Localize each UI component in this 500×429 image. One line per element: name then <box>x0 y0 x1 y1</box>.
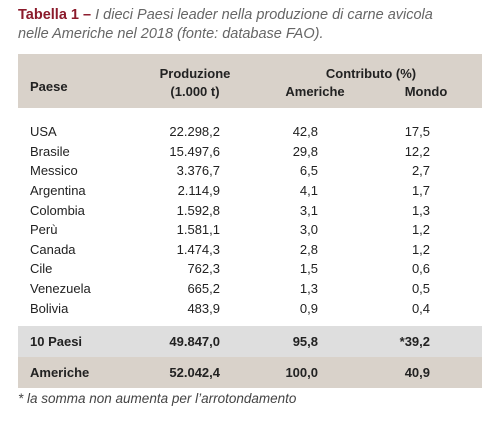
table-row: Venezuela 665,2 1,3 0,5 <box>18 279 482 299</box>
table-cell: 1,5 <box>299 261 318 277</box>
table-cell: 15.497,6 <box>169 143 220 159</box>
table-cell: 1.474,3 <box>176 241 220 257</box>
table-cell: Venezuela <box>30 281 91 297</box>
table-cell: Colombia <box>30 202 85 218</box>
table-cell: 4,1 <box>299 183 318 199</box>
data-table: Paese Produzione Contributo (%) (1.000 t… <box>18 54 483 388</box>
header-cell: Produzione <box>159 65 231 81</box>
table-row: Colombia 1.592,8 3,1 1,3 <box>18 200 482 220</box>
table-row: Brasile 15.497,6 29,8 12,2 <box>18 142 482 162</box>
table-cell: 22.298,2 <box>169 124 220 140</box>
table-row: Cile 762,3 1,5 0,6 <box>18 259 482 279</box>
table-row: Perù 1.581,1 3,0 1,2 <box>18 220 482 240</box>
table-row: USA 22.298,2 42,8 17,5 <box>18 108 482 142</box>
header-cell: Mondo <box>404 83 448 99</box>
table-cell: 1.581,1 <box>176 222 220 238</box>
caption: Tabella 1 – I dieci Paesi leader nella p… <box>18 6 458 44</box>
table-cell: 0,5 <box>411 281 431 297</box>
table-cell: Brasile <box>30 143 70 159</box>
table-cell: 3.376,7 <box>176 163 220 179</box>
table-cell: 762,3 <box>187 261 220 277</box>
table-row: Americhe 52.042,4 100,0 40,9 <box>18 356 483 388</box>
table-cell: 12,2 <box>404 143 431 159</box>
table-cell: Canada <box>30 241 76 257</box>
caption-label: Tabella 1 – <box>18 7 92 23</box>
header-cell: Paese <box>30 78 68 94</box>
table-cell: 29,8 <box>292 143 318 159</box>
table-cell: 1,2 <box>411 241 431 257</box>
table-cell: 6,5 <box>299 163 318 179</box>
table-row: Canada 1.474,3 2,8 1,2 <box>18 240 482 260</box>
table-cell: 0,6 <box>411 261 431 277</box>
table-cell: 1.592,8 <box>176 202 220 218</box>
table-cell: 10 Paesi <box>30 333 83 349</box>
table-cell: 665,2 <box>187 281 220 297</box>
table-cell: 42,8 <box>292 124 318 140</box>
header-cell: Contributo (%) <box>325 65 417 81</box>
table-cell: 3,1 <box>299 202 318 218</box>
table-cell: 2.114,9 <box>177 183 220 199</box>
table-cell: 1,3 <box>299 281 318 297</box>
table-cell: Perù <box>30 222 58 238</box>
table-row: Messico 3.376,7 6,5 2,7 <box>18 161 482 181</box>
table-cell: Americhe <box>30 364 90 380</box>
table-cell: Cile <box>30 261 53 277</box>
header-cell: (1.000 t) <box>170 83 220 99</box>
table-cell: Messico <box>30 163 78 179</box>
table-cell: 1,7 <box>411 183 431 199</box>
table-body: USA 22.298,2 42,8 17,5 Brasile 15.497,6 29,8 12… <box>18 108 483 388</box>
table-cell: 0,9 <box>299 300 318 316</box>
footnote: * la somma non aumenta per l’arrotondame… <box>18 391 297 406</box>
table-cell: 1,2 <box>411 222 431 238</box>
table-cell: 52.042,4 <box>169 364 220 380</box>
table-cell: 40,9 <box>404 364 431 380</box>
table-cell: 2,8 <box>299 241 318 257</box>
table-cell: 3,0 <box>299 222 318 238</box>
table-cell: Argentina <box>30 183 86 199</box>
table-cell: 1,3 <box>411 202 431 218</box>
table-row: Argentina 2.114,9 4,1 1,7 <box>18 181 482 201</box>
caption-text: I dieci Paesi leader nella produzione di… <box>18 7 433 42</box>
table-cell: 95,8 <box>292 333 318 349</box>
table-cell: 0,4 <box>411 300 431 316</box>
table-cell: 17,5 <box>404 124 431 140</box>
header-cell: Americhe <box>285 83 345 99</box>
table-cell: *39,2 <box>399 333 431 349</box>
table-cell: 2,7 <box>411 163 431 179</box>
table-cell: 100,0 <box>285 364 318 380</box>
table-row: Bolivia 483,9 0,9 0,4 <box>18 298 482 326</box>
table-cell: USA <box>30 124 57 140</box>
table-cell: 49.847,0 <box>169 333 220 349</box>
table-cell: 483,9 <box>187 300 220 316</box>
table-cell: Bolivia <box>30 300 69 316</box>
table-row: 10 Paesi 49.847,0 95,8 *39,2 <box>18 325 483 357</box>
